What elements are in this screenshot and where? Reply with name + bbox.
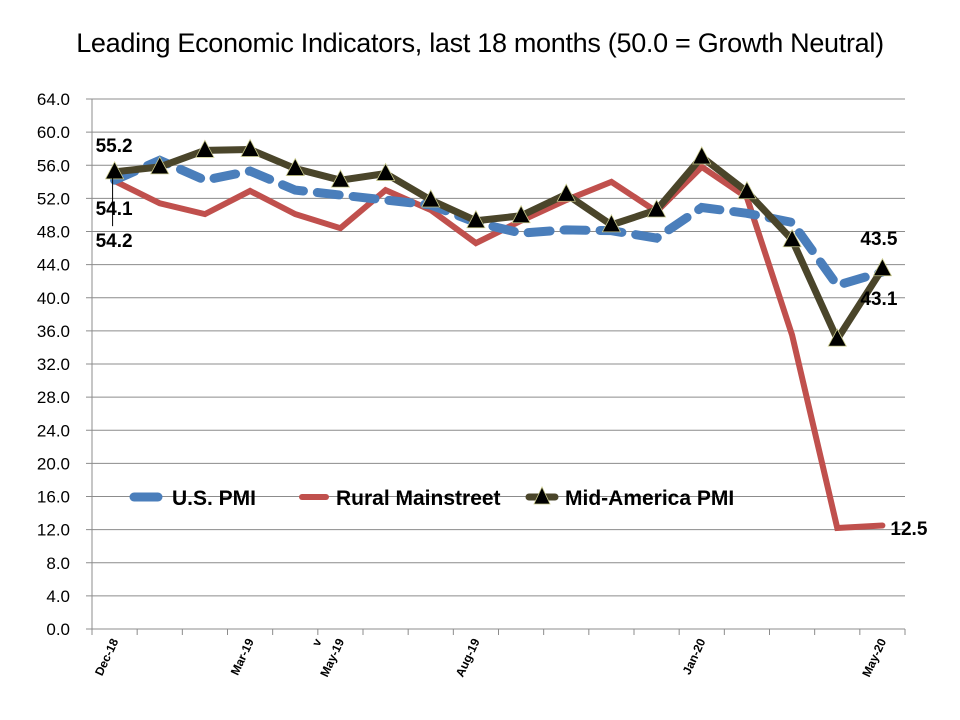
y-tick-label: 60.0 [37,123,70,142]
y-tick-label: 4.0 [46,587,70,606]
data-point-marker [466,209,486,229]
data-point-marker [285,157,305,176]
y-tick-label: 48.0 [37,223,70,242]
series-line-mid-america-pmi [111,146,886,347]
data-label: 54.2 [96,231,133,252]
series-layer [104,138,893,532]
data-point-marker [782,228,802,248]
y-tick-label: 8.0 [46,554,70,573]
y-tick-label: 64.0 [37,90,70,109]
data-point-marker [240,138,260,157]
data-point-marker [646,199,667,218]
data-label: 43.5 [860,229,897,250]
data-point-marker [104,161,125,180]
y-tick-label: 28.0 [37,388,70,407]
y-tick-label: 16.0 [37,488,70,507]
y-tick-label: 40.0 [37,289,70,308]
axes: 0.0 4.0 8.0 12.0 16.0 20.0 24.0 28.0 32.0 36.0 40.… [37,90,906,679]
data-point-marker [195,139,215,158]
data-point-marker [601,214,622,233]
data-label: 12.5 [890,519,927,540]
y-tick-label: 0.0 [46,620,70,639]
data-point-marker [511,204,531,224]
series-line-u-s-pmi [110,155,887,291]
data-labels: 55.2 54.1 54.2 43.5 43.1 12.5 [96,136,928,540]
data-point-marker [556,183,576,202]
legend-label: Rural Mainstreet [336,487,501,510]
y-tick-label: 12.0 [37,521,70,540]
gridlines [92,98,905,597]
data-label: 55.2 [96,136,133,157]
x-tick-label: Aug-19 [453,636,483,679]
y-tick-label: 56.0 [37,156,70,175]
y-tick-label: 36.0 [37,322,70,341]
data-point-marker [150,156,170,175]
x-tick-label: Mar-19 [228,636,257,677]
y-tick-label: 52.0 [37,189,70,208]
legend-label: U.S. PMI [172,487,256,510]
x-tick-label: Dec-18 [92,636,121,678]
legend: U.S. PMI Rural Mainstreet Mid-America PMI [129,486,734,510]
data-label: 43.1 [860,289,897,310]
data-point-marker [872,257,893,277]
x-tick-label: v [309,636,325,648]
data-point-marker [827,328,847,347]
chart-title: Leading Economic Indicators, last 18 mon… [76,28,884,58]
data-label: 54.1 [96,199,133,220]
y-tick-label: 44.0 [37,256,70,275]
data-point-marker [375,162,396,181]
x-tick-label: May-20 [859,636,889,679]
y-tick-label: 20.0 [37,454,70,473]
legend-marker [533,486,551,505]
data-point-marker [737,180,757,200]
data-point-marker [330,169,351,188]
x-tick-label: Jan-20 [680,636,709,677]
data-point-marker [692,146,712,165]
legend-label: Mid-America PMI [565,487,734,510]
y-tick-label: 32.0 [37,355,70,374]
data-point-marker [421,189,441,208]
y-tick-label: 24.0 [37,421,70,440]
